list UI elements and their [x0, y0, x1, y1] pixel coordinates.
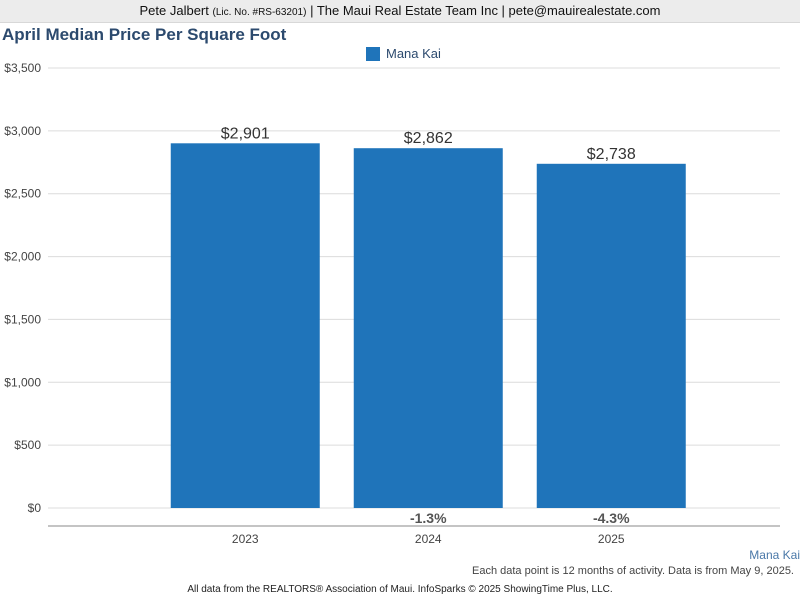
agent-name: Pete Jalbert: [139, 3, 209, 18]
y-tick-label: $1,500: [4, 312, 41, 326]
chart-title: April Median Price Per Square Foot: [2, 25, 287, 44]
bar: [170, 143, 320, 508]
y-tick-label: $500: [14, 438, 41, 452]
legend[interactable]: Mana Kai: [366, 46, 441, 61]
data-note: Each data point is 12 months of activity…: [471, 565, 794, 577]
y-tick-label: $2,000: [4, 250, 41, 264]
series-tag: Mana Kai: [749, 548, 800, 562]
x-tick-label: 2024: [415, 532, 442, 546]
y-tick-label: $0: [28, 501, 42, 515]
y-tick-label: $2,500: [4, 187, 41, 201]
y-tick-label: $3,000: [4, 124, 41, 138]
x-tick-label: 2023: [232, 532, 259, 546]
agent-contact: | The Maui Real Estate Team Inc | pete@m…: [310, 3, 661, 18]
bar: [353, 148, 503, 508]
bar-value-label: $2,738: [587, 146, 636, 163]
footer-credit: All data from the REALTORS® Association …: [187, 584, 613, 595]
change-label: -1.3%: [410, 510, 447, 526]
change-label: -4.3%: [593, 510, 630, 526]
bar: [536, 163, 686, 508]
y-tick-label: $3,500: [4, 61, 41, 75]
bar-value-label: $2,901: [221, 125, 270, 142]
agent-header: Pete Jalbert (Lic. No. #RS-63201) | The …: [0, 0, 800, 23]
legend-label: Mana Kai: [386, 46, 441, 61]
x-tick-label: 2025: [598, 532, 625, 546]
y-tick-label: $1,000: [4, 375, 41, 389]
legend-swatch: [366, 46, 380, 61]
license-number: (Lic. No. #RS-63201): [212, 7, 307, 18]
bar-value-label: $2,862: [404, 130, 453, 147]
